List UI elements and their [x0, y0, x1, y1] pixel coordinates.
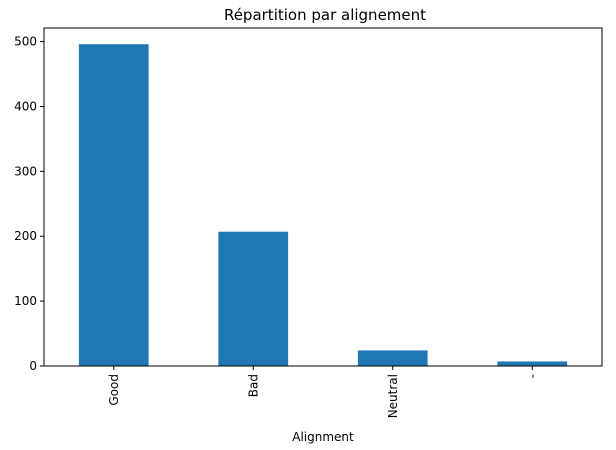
x-axis-label: Alignment	[292, 430, 354, 444]
bars-group	[78, 44, 568, 366]
y-tick-label: 300	[14, 164, 37, 178]
x-tick-label: Bad	[246, 374, 260, 397]
chart-title: Répartition par alignement	[224, 6, 426, 24]
x-tick-label: -	[525, 374, 539, 378]
y-tick-label: 200	[14, 229, 37, 243]
y-axis: 0 100 200 300 400 500	[14, 35, 44, 373]
bar-bad	[218, 231, 289, 366]
bar-dash	[497, 361, 568, 366]
plot-frame	[43, 27, 603, 367]
y-tick-label: 500	[14, 35, 37, 49]
y-tick-label: 400	[14, 99, 37, 113]
x-axis: Good Bad Neutral -	[107, 366, 539, 418]
y-tick-label: 100	[14, 294, 37, 308]
bar-neutral	[357, 350, 428, 366]
x-tick-label: Neutral	[386, 374, 400, 418]
bar-good	[78, 44, 149, 366]
y-tick-label: 0	[29, 359, 37, 373]
x-tick-label: Good	[107, 374, 121, 406]
